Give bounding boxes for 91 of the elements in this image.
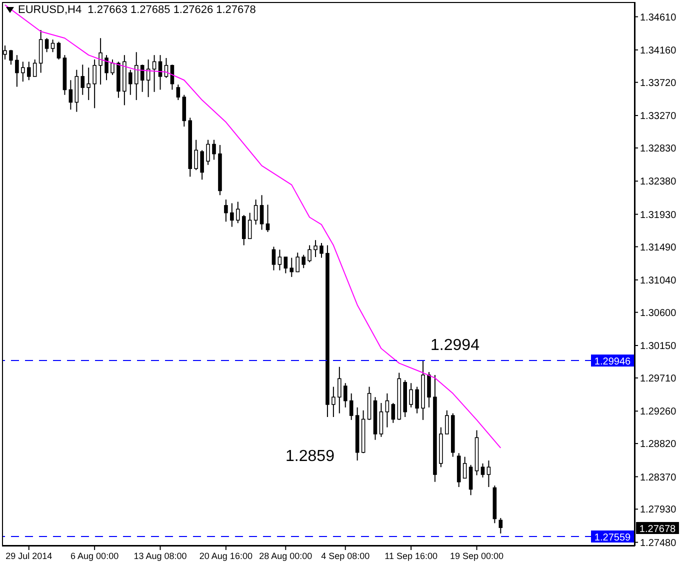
- candlestick: [44, 38, 49, 53]
- y-tick-label: 1.33720: [640, 78, 677, 89]
- candlestick: [498, 517, 503, 534]
- annotation: 1.2994: [430, 336, 480, 354]
- y-tick-label: 1.32830: [640, 144, 677, 154]
- candlestick: [415, 386, 419, 414]
- x-tick-label: 29 Jul 2014: [6, 551, 52, 561]
- candlestick: [278, 249, 282, 271]
- candlestick: [480, 462, 485, 478]
- y-tick-label: 1.27480: [640, 538, 677, 549]
- candlestick: [32, 58, 37, 77]
- candlestick: [290, 257, 294, 278]
- candlestick: [242, 214, 246, 246]
- candlestick: [379, 402, 384, 438]
- x-tick-label: 19 Sep 00:00: [450, 551, 504, 561]
- candlestick: [427, 372, 431, 408]
- y-tick-label: 1.29260: [640, 406, 677, 418]
- y-tick-label: 1.28370: [640, 472, 677, 484]
- ref-line-label: 1.29946: [594, 356, 632, 368]
- candlestick: [224, 199, 228, 222]
- candlestick: [332, 386, 336, 418]
- candlestick: [314, 240, 318, 258]
- candlestick: [182, 94, 186, 128]
- x-tick-label: 6 Aug 00:00: [70, 551, 119, 561]
- candlestick: [9, 49, 13, 66]
- y-tick-label: 1.28820: [640, 439, 677, 450]
- y-tick-label: 1.30600: [640, 308, 677, 319]
- candlestick: [349, 392, 354, 420]
- candlestick: [206, 139, 210, 166]
- candlestick: [128, 69, 132, 96]
- x-tick-label: 20 Aug 16:00: [199, 551, 252, 561]
- candlestick: [308, 244, 312, 263]
- text: 1.27678: [639, 524, 676, 535]
- candlestick: [236, 201, 240, 224]
- candlestick: [266, 204, 270, 232]
- y-tick-label: 1.31490: [640, 242, 677, 254]
- candlestick: [86, 67, 91, 101]
- y-tick-label: 1.34610: [640, 12, 677, 24]
- candlestick: [248, 212, 252, 240]
- candlestick: [194, 139, 198, 171]
- candlestick: [260, 194, 264, 230]
- line-series: [4, 4, 502, 448]
- candlestick: [80, 64, 85, 96]
- candlestick: [38, 30, 43, 74]
- y-tick-label: 1.29710: [640, 373, 677, 384]
- candlestick: [56, 41, 61, 60]
- candlestick: [320, 242, 324, 258]
- y-tick-label: 1.31040: [640, 275, 677, 286]
- candlestick: [92, 58, 96, 109]
- candlestick: [21, 61, 25, 82]
- x-tick-label: 4 Sep 08:00: [321, 551, 370, 561]
- candlestick: [104, 54, 108, 81]
- candlestick: [3, 44, 7, 60]
- candlestick: [343, 382, 348, 408]
- candlestick: [212, 139, 216, 160]
- candlestick: [200, 150, 204, 180]
- candlestick: [296, 252, 300, 272]
- candlestick: [98, 38, 102, 86]
- candlestick: [15, 54, 19, 88]
- candlestick: [26, 61, 31, 81]
- chart-title: EURUSD,H4 1.27663 1.27685 1.27626 1.27678: [18, 4, 256, 16]
- x-tick-label: 13 Aug 08:00: [134, 551, 187, 561]
- candlestick: [230, 202, 234, 228]
- x-tick-label: 11 Sep 16:00: [384, 551, 438, 561]
- candlestick: [254, 199, 258, 226]
- candlestick: [338, 366, 342, 414]
- x-tick-label: 28 Aug 00:00: [259, 551, 312, 561]
- candlestick: [110, 58, 114, 76]
- candlestick: [486, 460, 491, 488]
- y-tick-label: 1.33270: [640, 111, 677, 122]
- y-tick-label: 1.27930: [640, 504, 677, 516]
- candlestick: [152, 54, 156, 92]
- candlestick: [391, 402, 396, 424]
- candlestick: [302, 254, 306, 269]
- candlestick: [468, 464, 473, 496]
- candlestick: [385, 392, 390, 428]
- candlestick: [409, 382, 413, 408]
- candlestick: [462, 456, 467, 479]
- y-tick-label: 1.34160: [640, 45, 677, 56]
- ref-line-label: 1.27559: [594, 532, 632, 544]
- candlestick: [272, 246, 276, 271]
- candlestick: [176, 84, 180, 101]
- annotation: 1.2859: [286, 448, 335, 465]
- y-tick-label: 1.30150: [640, 341, 677, 352]
- y-tick-label: 1.32380: [640, 176, 677, 188]
- candlestick: [68, 80, 73, 110]
- candlestick: [284, 256, 288, 274]
- candlestick: [134, 52, 138, 101]
- y-tick-label: 1.31930: [640, 210, 677, 221]
- candlestick: [445, 410, 449, 434]
- candlestick: [50, 39, 55, 53]
